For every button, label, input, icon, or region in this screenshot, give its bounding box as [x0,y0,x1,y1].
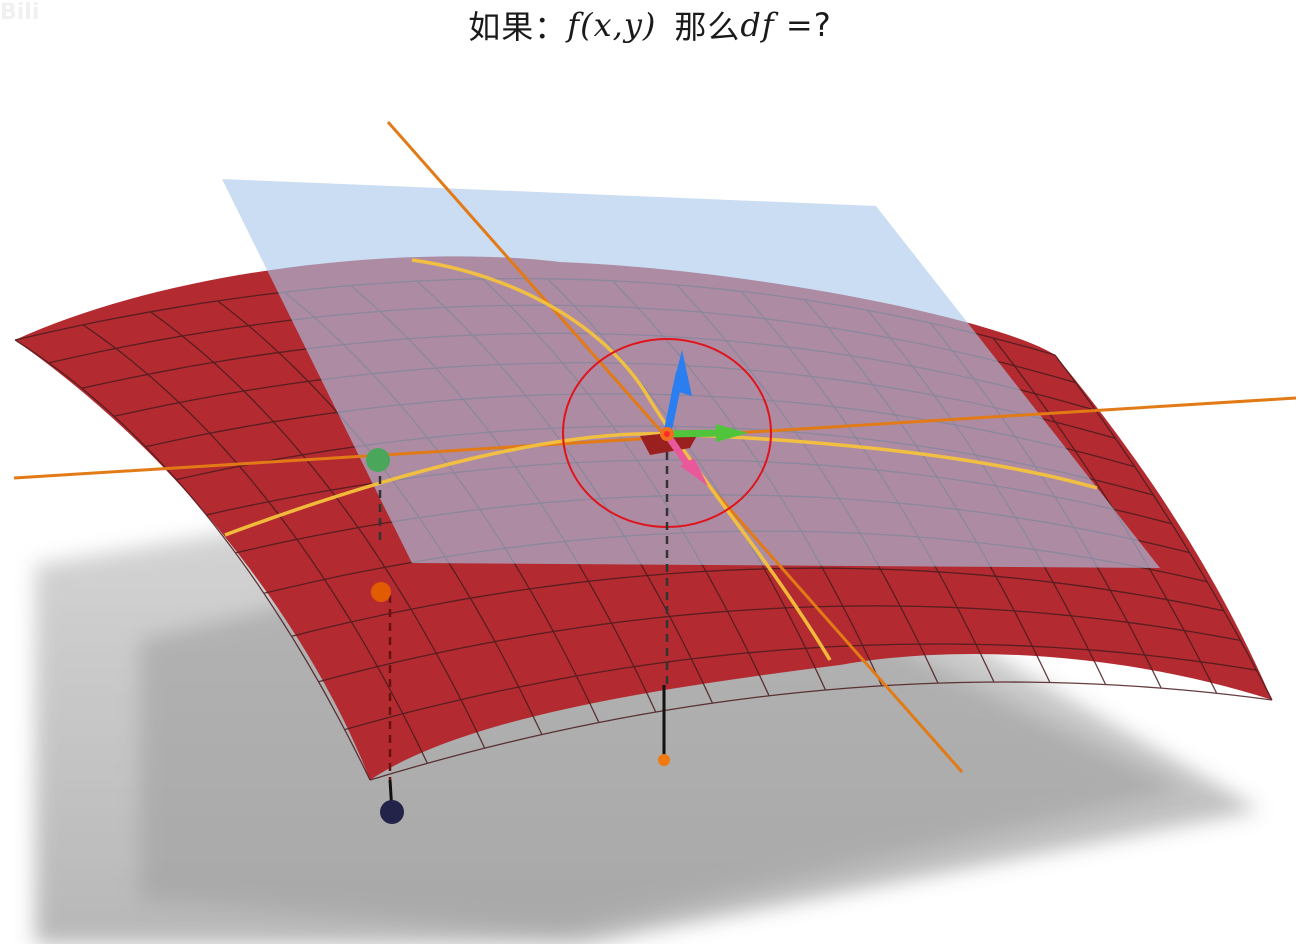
point-green-ball [366,448,390,472]
vector-z-arrowhead [672,350,692,396]
point-orange-ball [371,582,391,602]
vector-x-arrow [667,429,723,438]
curve-y-cross-section [411,258,832,661]
vector-x-arrowhead [716,424,748,442]
title-then: 那么 [674,8,741,46]
title-differential: df = [740,6,814,44]
subtitle-caption [0,870,1300,930]
title-question: ? [813,6,832,44]
grid-line-v [291,567,1225,637]
tangent-plane [222,179,1160,568]
grid-line-v [318,605,1241,683]
grid-line-v [369,681,1273,781]
watermark: Bili [0,0,40,25]
title-prefix: 如果： [468,8,568,46]
title-function: f(x,y) [567,6,657,44]
tangent-point-core [664,431,670,437]
point-navy-ball [380,800,404,824]
vector-y-arrowhead [680,458,708,486]
page-title: 如果： f(x,y) 那么 df = ? [0,0,1300,50]
point-orange-small [658,754,670,766]
grid-line-v [344,643,1257,731]
